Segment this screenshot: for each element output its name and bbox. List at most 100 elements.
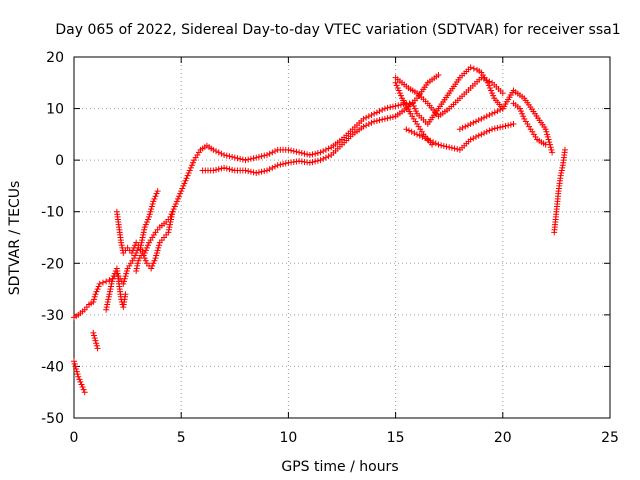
- data-point-marker: [76, 376, 83, 383]
- data-point-marker: [499, 123, 506, 130]
- data-point-marker: [77, 378, 84, 385]
- data-point-marker: [250, 169, 257, 176]
- data-point-marker: [371, 118, 378, 125]
- data-point-marker: [247, 155, 254, 162]
- data-point-marker: [180, 182, 187, 189]
- data-point-marker: [255, 169, 262, 176]
- x-tick-label: 20: [494, 430, 512, 446]
- data-point-marker: [144, 242, 151, 249]
- data-point-marker: [186, 167, 193, 174]
- data-point-marker: [430, 139, 437, 146]
- data-point-marker: [169, 208, 176, 215]
- data-point-marker: [546, 139, 553, 146]
- data-point-marker: [258, 153, 265, 160]
- data-point-marker: [414, 131, 421, 138]
- data-point-marker: [406, 127, 412, 134]
- data-point-marker: [263, 151, 270, 158]
- data-point-marker: [118, 242, 125, 249]
- data-point-marker: [141, 224, 148, 231]
- data-point-marker: [478, 115, 485, 122]
- data-point-marker: [547, 144, 554, 151]
- data-point-marker: [188, 162, 195, 169]
- data-point-marker: [167, 219, 174, 226]
- data-point-marker: [387, 104, 394, 111]
- data-point-marker: [123, 270, 130, 277]
- data-point-marker: [148, 206, 155, 213]
- data-point-marker: [376, 108, 383, 115]
- data-point-marker: [231, 154, 238, 161]
- data-point-marker: [80, 386, 87, 393]
- data-point-marker: [148, 265, 155, 272]
- data-point-marker: [155, 244, 162, 251]
- data-point-marker: [92, 291, 99, 298]
- data-point-marker: [408, 128, 415, 135]
- series-main-upper: [71, 64, 506, 321]
- data-point-marker: [184, 172, 191, 179]
- y-axis-label: SDTVAR / TECUs: [7, 181, 23, 296]
- data-point-marker: [94, 286, 101, 293]
- data-point-marker: [489, 90, 496, 97]
- data-point-marker: [165, 226, 172, 233]
- y-tick-label: -40: [41, 359, 64, 375]
- data-point-marker: [290, 148, 297, 155]
- data-point-marker: [154, 188, 161, 195]
- data-point-marker: [296, 149, 303, 156]
- data-point-marker: [143, 219, 150, 226]
- data-point-marker: [373, 109, 380, 116]
- data-point-marker: [71, 360, 78, 367]
- data-point-marker: [448, 144, 455, 151]
- data-point-marker: [464, 122, 471, 129]
- data-point-marker: [93, 340, 100, 347]
- data-point-marker: [139, 249, 146, 256]
- data-point-marker: [96, 280, 103, 287]
- data-point-marker: [91, 293, 98, 300]
- data-point-marker: [542, 141, 549, 148]
- data-point-marker: [106, 277, 113, 284]
- data-point-marker: [134, 260, 141, 267]
- data-point-marker: [470, 119, 477, 126]
- data-point-marker: [304, 151, 311, 158]
- data-point-marker: [179, 185, 186, 192]
- data-point-marker: [258, 168, 265, 175]
- data-point-marker: [103, 306, 110, 313]
- series-early-spikes-c: [133, 208, 176, 275]
- data-point-marker: [395, 87, 402, 94]
- data-point-marker: [387, 114, 394, 121]
- data-point-marker: [481, 75, 488, 82]
- data-point-marker: [72, 363, 79, 370]
- data-point-marker: [389, 103, 396, 110]
- data-point-marker: [152, 193, 159, 200]
- data-point-marker: [75, 373, 82, 380]
- data-point-marker: [269, 149, 276, 156]
- data-point-marker: [412, 108, 419, 115]
- data-point-marker: [363, 114, 370, 121]
- data-point-marker: [499, 90, 506, 97]
- data-point-marker: [170, 206, 177, 213]
- data-point-marker: [322, 146, 329, 153]
- data-point-marker: [148, 203, 155, 210]
- data-point-marker: [242, 157, 249, 164]
- data-point-marker: [462, 123, 469, 130]
- data-point-marker: [109, 275, 116, 282]
- data-point-marker: [168, 213, 175, 220]
- data-point-marker: [371, 110, 378, 117]
- data-point-marker: [178, 188, 185, 195]
- data-point-marker: [172, 200, 179, 207]
- data-point-marker: [177, 190, 184, 197]
- data-point-marker: [467, 121, 474, 128]
- series-early-spikes-a: [103, 265, 129, 313]
- data-point-marker: [549, 149, 556, 156]
- data-point-marker: [317, 157, 324, 164]
- data-point-marker: [133, 268, 140, 275]
- data-point-marker: [381, 105, 388, 112]
- data-point-marker: [381, 115, 388, 122]
- data-point-marker: [473, 118, 479, 125]
- data-point-marker: [142, 247, 149, 254]
- data-point-marker: [520, 113, 527, 120]
- data-point-marker: [143, 244, 150, 251]
- data-point-marker: [393, 82, 400, 89]
- data-point-marker: [435, 72, 442, 79]
- data-point-marker: [365, 113, 372, 120]
- data-point-marker: [149, 262, 156, 269]
- data-point-marker: [119, 244, 126, 251]
